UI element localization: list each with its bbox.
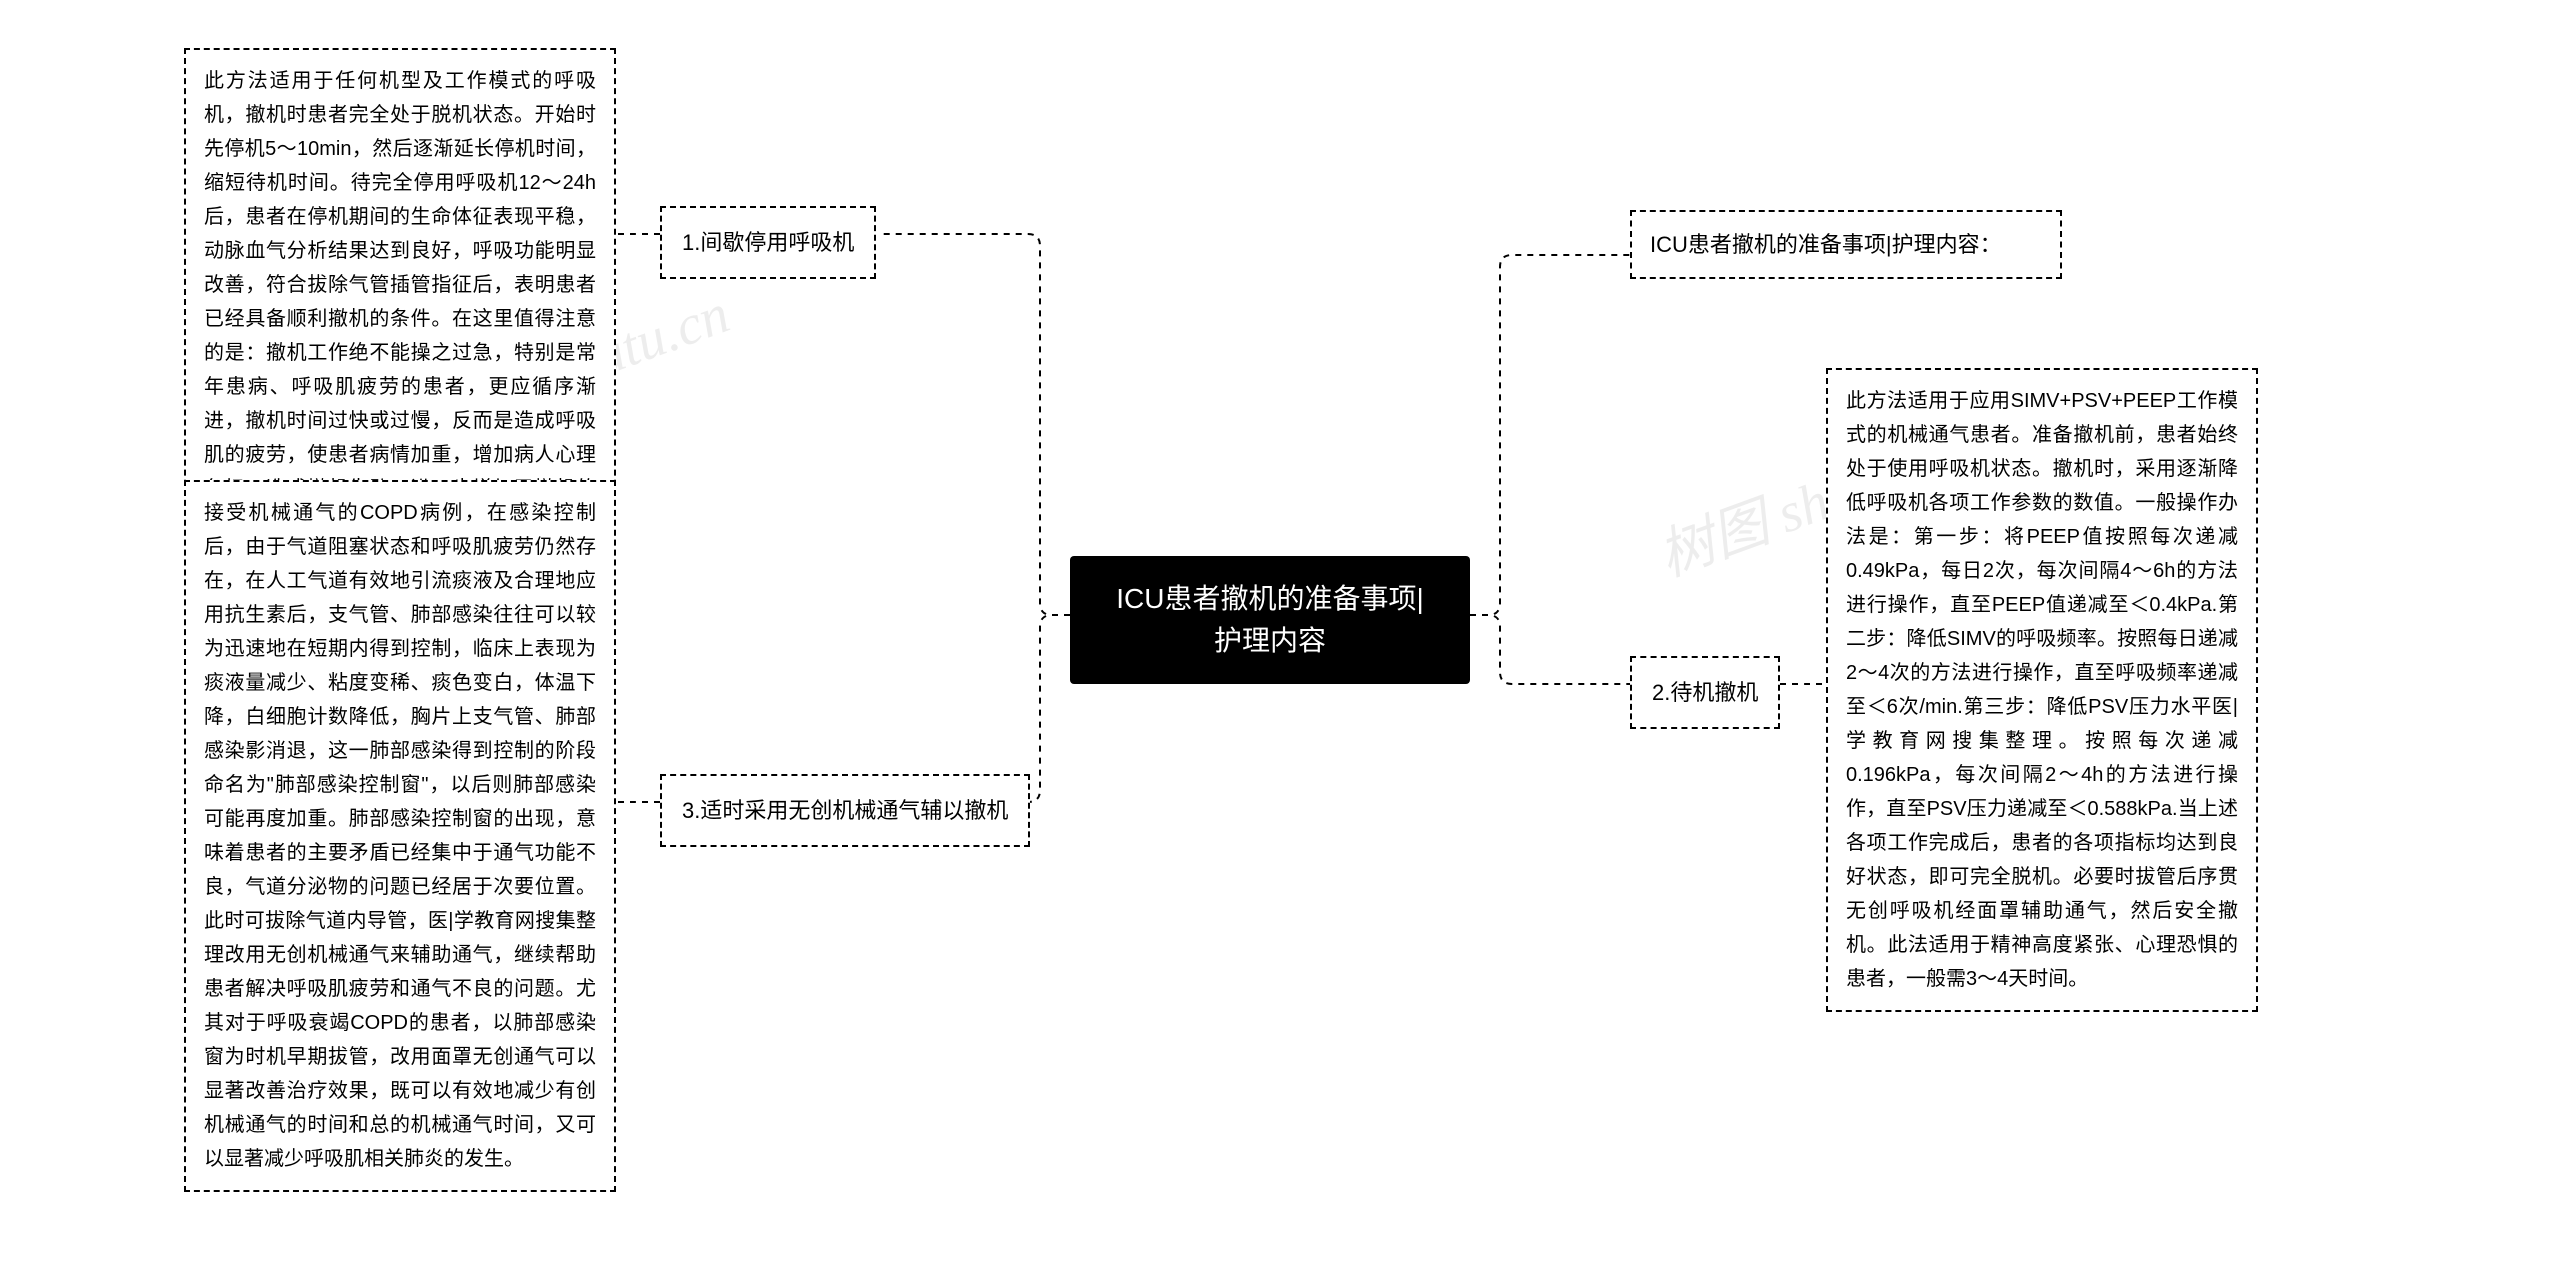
branch-2-label[interactable]: 2.待机撤机 — [1630, 656, 1780, 729]
conn-center-branch3 — [1028, 615, 1070, 802]
branch-2-desc[interactable]: 此方法适用于应用SIMV+PSV+PEEP工作模式的机械通气患者。准备撤机前，患… — [1826, 368, 2258, 1012]
right-title[interactable]: ICU患者撤机的准备事项|护理内容： — [1630, 210, 2062, 279]
conn-center-branch1 — [882, 234, 1070, 615]
branch-3-label[interactable]: 3.适时采用无创机械通气辅以撤机 — [660, 774, 1030, 847]
branch-1-label[interactable]: 1.间歇停用呼吸机 — [660, 206, 876, 279]
center-node[interactable]: ICU患者撤机的准备事项| 护理内容 — [1070, 556, 1470, 684]
center-line-2: 护理内容 — [1214, 625, 1326, 656]
center-line-1: ICU患者撤机的准备事项| — [1116, 583, 1424, 614]
conn-center-title — [1470, 255, 1630, 615]
branch-3-desc[interactable]: 接受机械通气的COPD病例，在感染控制后，由于气道阻塞状态和呼吸肌疲劳仍然存在，… — [184, 480, 616, 1192]
conn-center-branch2 — [1470, 615, 1630, 684]
